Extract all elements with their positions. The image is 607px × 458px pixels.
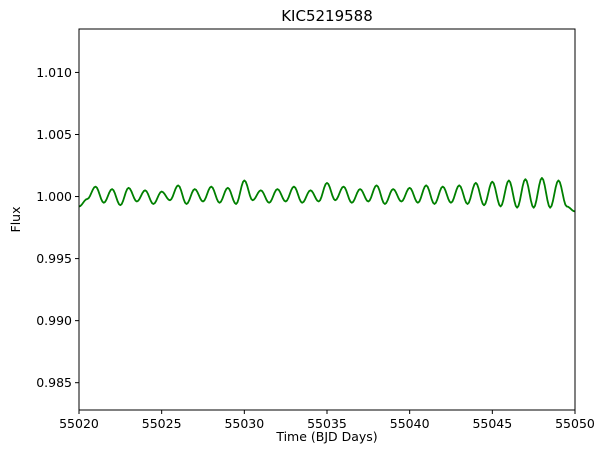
x-tick-label: 55025 xyxy=(142,416,182,431)
y-tick-label: 0.995 xyxy=(36,251,72,266)
series-layer xyxy=(78,177,576,213)
x-tick-label: 55020 xyxy=(59,416,99,431)
y-axis-label: Flux xyxy=(8,207,23,233)
chart-title: KIC5219588 xyxy=(281,7,373,25)
y-tick-label: 1.005 xyxy=(36,127,72,142)
y-tick-label: 1.000 xyxy=(36,189,72,204)
x-tick-label: 55040 xyxy=(390,416,430,431)
x-tick-label: 55045 xyxy=(472,416,512,431)
y-tick-label: 0.990 xyxy=(36,313,72,328)
y-tick-label: 0.985 xyxy=(36,375,72,390)
plot-frame xyxy=(78,28,576,411)
x-tick-label: 55050 xyxy=(555,416,595,431)
x-tick-label: 55030 xyxy=(224,416,264,431)
ticks-layer: 55020 55025 55030 55035 55040 55045 55050 0.985… xyxy=(36,65,595,431)
series-line-0 xyxy=(78,177,576,213)
x-axis-label: Time (BJD Days) xyxy=(275,429,377,444)
plot-area xyxy=(79,29,575,410)
x-tick-label: 55035 xyxy=(307,416,347,431)
y-tick-label: 1.010 xyxy=(36,65,72,80)
